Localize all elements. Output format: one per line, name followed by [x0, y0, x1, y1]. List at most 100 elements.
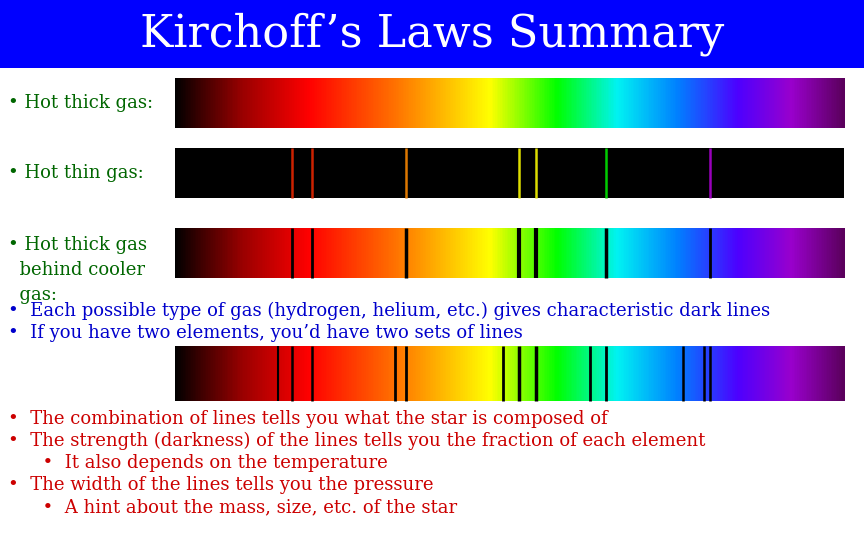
Bar [732, 78, 734, 128]
Bar [638, 78, 640, 128]
Bar [670, 346, 672, 401]
Bar [626, 346, 628, 401]
Bar [203, 78, 206, 128]
Bar [458, 78, 461, 128]
Bar [349, 228, 352, 278]
Bar [634, 228, 637, 278]
Bar [650, 346, 651, 401]
Bar [481, 78, 484, 128]
Bar [440, 78, 442, 128]
Bar [530, 78, 532, 128]
Bar [625, 346, 626, 401]
Text: • Hot thin gas:: • Hot thin gas: [8, 164, 143, 182]
Bar [326, 346, 327, 401]
Bar [463, 78, 466, 128]
Bar [787, 78, 790, 128]
Bar [210, 78, 212, 128]
Bar [185, 228, 187, 278]
Bar [483, 346, 486, 401]
Bar [688, 78, 690, 128]
Bar [562, 346, 564, 401]
Bar [572, 228, 575, 278]
Bar [557, 346, 559, 401]
Bar [383, 78, 384, 128]
Bar [228, 346, 231, 401]
Bar [677, 228, 678, 278]
Bar [278, 346, 281, 401]
Bar [748, 228, 751, 278]
Bar [683, 228, 685, 278]
Bar [233, 228, 236, 278]
Bar [278, 78, 281, 128]
Bar [280, 346, 283, 401]
Bar [500, 346, 502, 401]
Bar [769, 346, 771, 401]
Bar [750, 346, 753, 401]
Bar [371, 228, 373, 278]
Bar [327, 346, 329, 401]
Bar [294, 346, 296, 401]
Bar [468, 346, 471, 401]
Bar [643, 228, 645, 278]
Bar [632, 78, 635, 128]
Bar [520, 78, 523, 128]
Bar [561, 228, 562, 278]
Bar [191, 346, 194, 401]
Bar [388, 346, 390, 401]
Bar [353, 228, 355, 278]
Bar [203, 346, 206, 401]
Bar [708, 228, 710, 278]
Bar [312, 228, 314, 278]
Bar [188, 346, 190, 401]
Bar [663, 346, 665, 401]
Bar [766, 228, 767, 278]
Bar [294, 228, 296, 278]
Bar [356, 78, 358, 128]
Bar [689, 228, 692, 278]
Bar [359, 228, 361, 278]
Bar [433, 228, 435, 278]
Bar [245, 346, 247, 401]
Text: •  The width of the lines tells you the pressure: • The width of the lines tells you the p… [8, 476, 434, 494]
Bar [379, 346, 382, 401]
Bar [422, 228, 425, 278]
Bar [593, 78, 594, 128]
Bar [448, 346, 450, 401]
Bar [618, 228, 619, 278]
Bar [287, 346, 289, 401]
Bar [310, 346, 313, 401]
Bar [340, 78, 343, 128]
Bar [778, 346, 781, 401]
Bar [799, 78, 801, 128]
Bar [753, 228, 756, 278]
Bar [532, 228, 534, 278]
Bar [331, 346, 333, 401]
Bar [638, 228, 640, 278]
Bar [378, 346, 380, 401]
Bar [502, 78, 504, 128]
Bar [547, 228, 550, 278]
Bar [465, 78, 467, 128]
Bar [240, 228, 242, 278]
Bar [762, 228, 764, 278]
Bar [561, 346, 562, 401]
Bar [835, 346, 838, 401]
Bar [809, 346, 811, 401]
Bar [327, 228, 329, 278]
Bar [383, 228, 384, 278]
Bar [488, 346, 491, 401]
Bar [707, 78, 708, 128]
Bar [678, 346, 680, 401]
Bar [213, 78, 215, 128]
Bar [777, 346, 779, 401]
Bar [253, 78, 256, 128]
Bar [651, 346, 653, 401]
Bar [384, 228, 386, 278]
Bar [688, 346, 690, 401]
Bar [481, 346, 484, 401]
Bar [755, 78, 758, 128]
Bar [766, 78, 767, 128]
Bar [175, 148, 844, 198]
Bar [453, 78, 455, 128]
Bar [693, 78, 696, 128]
